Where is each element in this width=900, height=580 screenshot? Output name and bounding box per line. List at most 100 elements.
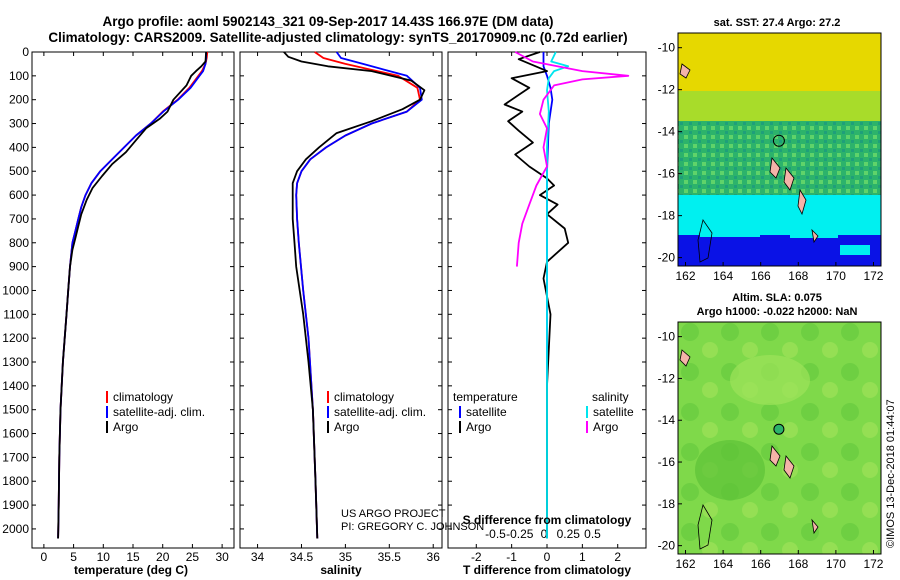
difference-xlabel: T difference from climatology xyxy=(463,563,631,577)
ssh-map: Altim. SLA: 0.075 Argo h1000: -0.022 h20… xyxy=(658,292,884,571)
map-y-tick-label: -20 xyxy=(658,539,676,553)
ssh-map-frame xyxy=(677,321,882,555)
y-tick-label: 600 xyxy=(9,188,29,202)
map-y-tick-label: -14 xyxy=(658,125,676,139)
map-y-tick-label: -18 xyxy=(658,497,676,511)
salinity-axes-frame xyxy=(239,51,443,549)
x-tick-label: 0 xyxy=(544,550,551,564)
credit-line1: US ARGO PROJECT xyxy=(341,508,446,520)
legend-label-t-argo: Argo xyxy=(466,420,492,434)
legend-title-salinity: salinity xyxy=(592,390,629,404)
legend-label-argo: Argo xyxy=(334,420,360,434)
map-x-tick-label: 168 xyxy=(788,269,808,283)
map-y-tick-label: -14 xyxy=(658,413,676,427)
map-y-tick-label: -10 xyxy=(658,330,676,344)
x-tick-label-salinity: 0 xyxy=(541,527,548,541)
y-tick-label: 1600 xyxy=(2,427,29,441)
x-tick-label: 0 xyxy=(41,550,48,564)
x-tick-label-salinity: 0.25 xyxy=(557,527,581,541)
map-y-tick-label: -16 xyxy=(658,167,676,181)
series-line-satellite-adj-clim- xyxy=(57,52,207,539)
x-tick-label: 30 xyxy=(215,550,229,564)
y-tick-label: 1500 xyxy=(2,403,29,417)
series-line-argo xyxy=(283,51,426,539)
y-tick-label: 1300 xyxy=(2,355,29,369)
map-x-tick-label: 166 xyxy=(751,269,771,283)
x-tick-label: 34.5 xyxy=(290,550,314,564)
map-y-tick-label: -12 xyxy=(658,83,676,97)
x-tick-label: -2 xyxy=(471,550,482,564)
y-tick-label: 1200 xyxy=(2,331,29,345)
legend-label-argo: Argo xyxy=(113,420,139,434)
series-line-climatology xyxy=(57,51,209,539)
y-tick-label: 800 xyxy=(9,236,29,250)
ssh-map-title-line2: Argo h1000: -0.022 h2000: NaN xyxy=(697,306,858,318)
salinity-legend: climatology satellite-adj. clim. Argo xyxy=(327,390,426,434)
x-tick-label: 15 xyxy=(126,550,140,564)
x-tick-label: 35 xyxy=(339,550,353,564)
difference-legend: temperature salinity satellite Argo sate… xyxy=(453,390,634,434)
salinity-xlabel: salinity xyxy=(320,563,362,577)
ssh-field xyxy=(678,322,881,554)
map-x-tick-label: 170 xyxy=(826,269,846,283)
y-tick-label: 1100 xyxy=(3,307,29,321)
figure-title-line1: Argo profile: aoml 5902143_321 09-Sep-20… xyxy=(103,14,554,29)
map-x-tick-label: 172 xyxy=(863,269,883,283)
difference-panel: -2 -1 0 1 2 -0.5 -0.25 0 0.25 0.5 S difference fr… xyxy=(447,51,647,577)
map-x-tick-label: 162 xyxy=(676,557,696,571)
series-line-satellite-adj-clim- xyxy=(295,51,423,539)
legend-label-s-argo: Argo xyxy=(593,420,619,434)
ssh-land xyxy=(679,349,819,535)
temperature-axes-frame xyxy=(31,51,235,549)
x-tick-label-salinity: -0.25 xyxy=(506,527,534,541)
difference-xlabel-top: S difference from climatology xyxy=(463,513,632,527)
y-tick-label: 100 xyxy=(9,69,29,83)
x-tick-label-salinity: 0.5 xyxy=(584,527,601,541)
map-x-tick-label: 172 xyxy=(863,557,883,571)
x-tick-label: 5 xyxy=(70,550,77,564)
y-tick-label: 0 xyxy=(22,45,29,59)
x-tick-label: 34 xyxy=(251,550,265,564)
map-x-tick-label: 166 xyxy=(751,557,771,571)
sst-contour xyxy=(697,219,713,263)
figure-title-line2: Climatology: CARS2009. Satellite-adjuste… xyxy=(48,30,627,45)
y-tick-label: 1800 xyxy=(2,474,29,488)
x-tick-label: -1 xyxy=(506,550,517,564)
y-tick-label: 1400 xyxy=(2,379,29,393)
map-x-tick-label: 164 xyxy=(713,269,733,283)
series-line-t-argo xyxy=(503,51,570,539)
legend-label-climatology: climatology xyxy=(334,390,394,404)
y-tick-label: 400 xyxy=(9,140,29,154)
y-tick-label: 700 xyxy=(9,212,29,226)
legend-label-t-satellite: satellite xyxy=(466,405,507,419)
y-tick-label: 1000 xyxy=(2,283,29,297)
temperature-panel: 0100200300400500600700800900100011001200… xyxy=(2,45,235,577)
salinity-panel: 34 34.5 35 35.5 36 salinity climatology sate… xyxy=(239,51,484,577)
x-tick-label: 25 xyxy=(186,550,200,564)
legend-label-satellite: satellite-adj. clim. xyxy=(113,405,205,419)
sst-map: sat. SST: 27.4 Argo: 27.2 162 164 166 168 17… xyxy=(658,17,884,283)
y-tick-label: 1700 xyxy=(2,450,29,464)
map-x-tick-label: 170 xyxy=(826,557,846,571)
y-tick-label: 2000 xyxy=(2,522,29,536)
y-tick-label: 200 xyxy=(9,93,29,107)
series-line-s-satellite xyxy=(546,51,570,539)
sst-field xyxy=(678,33,881,266)
x-tick-label-salinity: -0.5 xyxy=(485,527,506,541)
series-line-argo xyxy=(57,51,207,539)
y-tick-label: 1900 xyxy=(2,498,29,512)
y-tick-label: 500 xyxy=(9,164,29,178)
y-tick-label: 900 xyxy=(9,260,29,274)
x-tick-label: 1 xyxy=(579,550,586,564)
series-line-s-argo xyxy=(514,51,630,267)
map-x-tick-label: 168 xyxy=(788,557,808,571)
map-x-tick-label: 164 xyxy=(713,557,733,571)
legend-title-temperature: temperature xyxy=(453,390,518,404)
map-y-tick-label: -16 xyxy=(658,455,676,469)
argo-position-marker xyxy=(772,134,785,147)
map-y-tick-label: -12 xyxy=(658,371,676,385)
y-tick-label: 300 xyxy=(9,117,29,131)
map-y-tick-label: -10 xyxy=(658,41,676,55)
ssh-map-title-line1: Altim. SLA: 0.075 xyxy=(732,292,822,304)
